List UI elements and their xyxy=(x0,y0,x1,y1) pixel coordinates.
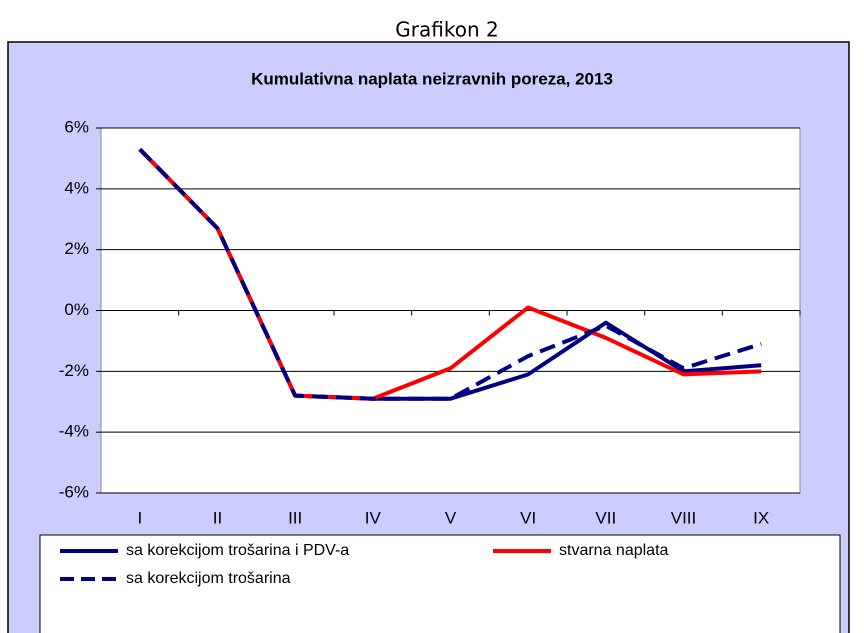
series-line xyxy=(138,147,762,401)
x-tick-label: IX xyxy=(753,508,769,527)
x-tick-label: VIII xyxy=(671,508,697,527)
legend xyxy=(39,534,841,633)
x-tick-label: VII xyxy=(595,508,616,527)
legend-label: sa korekcijom trošarina xyxy=(126,570,291,587)
y-tick-label: 0% xyxy=(64,300,89,319)
x-tick-label: V xyxy=(445,508,457,527)
x-tick-label: IV xyxy=(365,508,382,527)
y-tick-label: -6% xyxy=(59,482,89,501)
x-tick-label: III xyxy=(288,508,302,527)
legend-label: sa korekcijom trošarina i PDV-a xyxy=(126,542,349,559)
x-tick-label: II xyxy=(213,508,222,527)
y-tick-label: 4% xyxy=(64,178,89,197)
caption: Grafikon 2 xyxy=(395,18,498,42)
x-tick-label: I xyxy=(137,508,142,527)
y-tick-label: 6% xyxy=(64,117,89,136)
y-tick-label: 2% xyxy=(64,239,89,258)
y-tick-label: -2% xyxy=(59,361,89,380)
legend-label: stvarna naplata xyxy=(559,542,669,559)
chart-layer: -6%-4%-2%0%2%4%6%I II III IV V VI VII VIII IXsa … xyxy=(59,117,801,587)
x-tick-label: VI xyxy=(520,508,536,527)
y-tick-label: -4% xyxy=(59,422,89,441)
chart-title: Kumulativna naplata neizravnih poreza, 2… xyxy=(251,69,613,88)
